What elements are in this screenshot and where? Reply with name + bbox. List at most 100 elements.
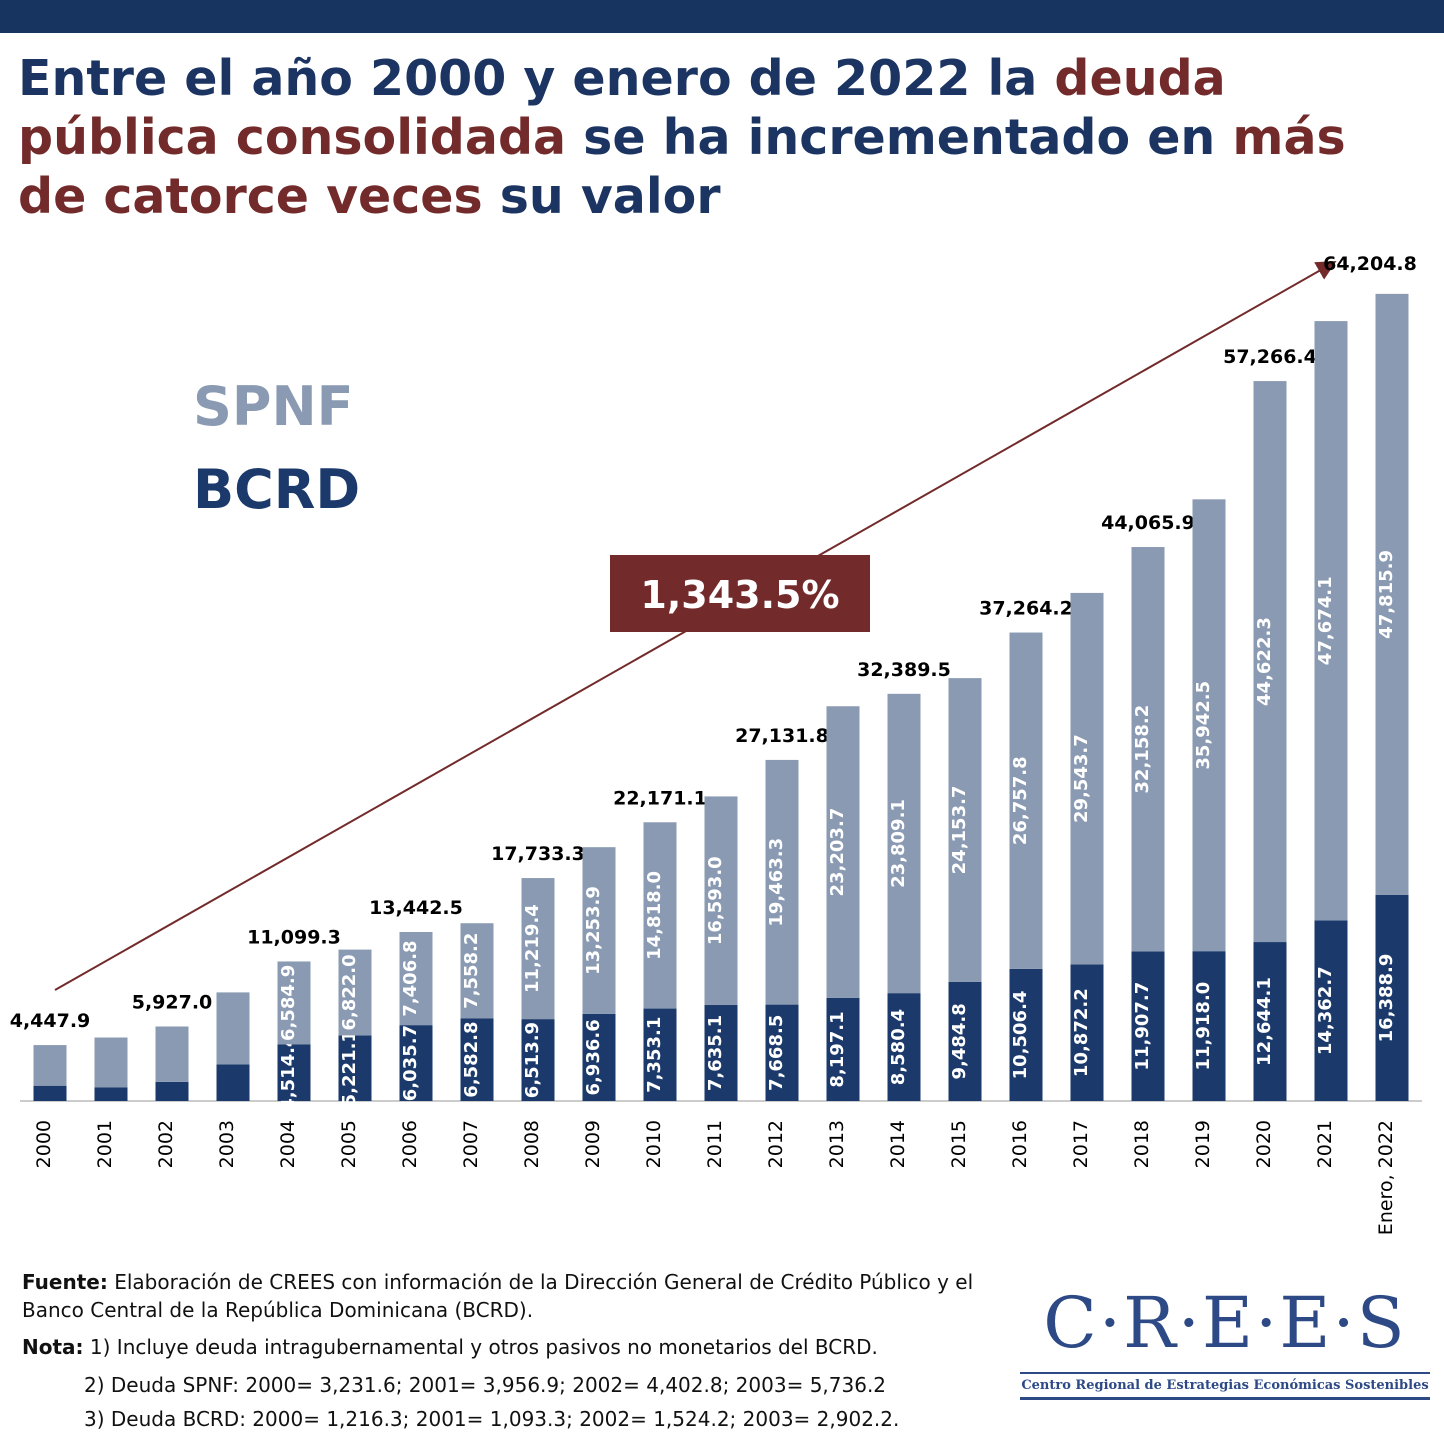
value-label: 9,484.8 xyxy=(949,1003,970,1079)
bar-segment xyxy=(1070,592,1104,965)
x-tick-label: 2002 xyxy=(155,1120,177,1168)
bar-segment xyxy=(216,1064,250,1101)
total-label: 27,131.8 xyxy=(735,725,829,747)
bar-segment xyxy=(216,992,250,1065)
value-label: 26,757.8 xyxy=(1010,756,1031,845)
total-label: 64,204.8 xyxy=(1323,253,1417,275)
total-label: 22,171.1 xyxy=(613,787,707,809)
bar-segment xyxy=(1253,381,1287,943)
bar-segment xyxy=(1192,951,1226,1101)
value-label: 6,035.7 xyxy=(400,1025,421,1101)
title-part: deuda xyxy=(1054,50,1225,107)
x-tick-label: 2021 xyxy=(1314,1120,1336,1168)
bar-segment xyxy=(765,1004,799,1101)
bar-segment xyxy=(1375,894,1409,1101)
bar-segment xyxy=(582,847,616,1014)
bar-segment xyxy=(887,993,921,1101)
chart-title: de catorce veces su valor xyxy=(18,168,721,225)
x-tick-label: 2000 xyxy=(33,1120,55,1168)
bar-segment xyxy=(33,1085,67,1101)
x-tick-label: 2009 xyxy=(582,1120,604,1168)
value-label: 8,580.4 xyxy=(888,1009,909,1085)
x-tick-label: Enero, 2022 xyxy=(1375,1120,1397,1235)
x-tick-label: 2005 xyxy=(338,1120,360,1168)
value-label: 10,506.4 xyxy=(1010,991,1031,1080)
value-label: 19,463.3 xyxy=(766,838,787,927)
total-label: 5,927.0 xyxy=(132,991,213,1013)
value-label: 6,936.6 xyxy=(583,1019,604,1095)
chart-title: pública consolidada se ha incrementado e… xyxy=(18,109,1346,166)
bar-segment xyxy=(826,706,860,998)
x-tick-label: 2012 xyxy=(765,1120,787,1168)
x-tick-label: 2010 xyxy=(643,1120,665,1168)
x-tick-label: 2007 xyxy=(460,1120,482,1168)
bar-segment xyxy=(1314,920,1348,1101)
note: Nota: 1) Incluye deuda intragubernamenta… xyxy=(22,1333,878,1361)
value-label: 12,644.1 xyxy=(1254,977,1275,1066)
value-label: 16,388.9 xyxy=(1376,954,1397,1043)
x-tick-label: 2014 xyxy=(887,1120,909,1168)
bar-segment xyxy=(948,678,982,982)
bar-segment xyxy=(704,1005,738,1101)
x-tick-label: 2013 xyxy=(826,1120,848,1168)
value-label: 6,513.9 xyxy=(522,1022,543,1098)
bar-segment xyxy=(1070,964,1104,1101)
source-label: Fuente: xyxy=(22,1270,108,1294)
title-part: más xyxy=(1232,109,1345,166)
value-label: 44,622.3 xyxy=(1254,617,1275,706)
annotation-box xyxy=(610,555,870,632)
chart: Entre el año 2000 y enero de 2022 la deu… xyxy=(0,0,1444,1235)
value-label: 6,822.0 xyxy=(339,954,360,1030)
value-label: 47,815.9 xyxy=(1376,550,1397,639)
bar-segment xyxy=(338,1035,372,1101)
title-part: de catorce veces xyxy=(18,168,483,225)
x-tick-label: 2016 xyxy=(1009,1120,1031,1168)
bar-segment xyxy=(338,949,372,1036)
value-label: 11,219.4 xyxy=(522,904,543,993)
value-label: 24,153.7 xyxy=(949,786,970,875)
value-label: 7,406.8 xyxy=(400,940,421,1016)
x-tick-label: 2020 xyxy=(1253,1120,1275,1168)
total-label: 11,099.3 xyxy=(247,926,341,948)
legend-entry: BCRD xyxy=(193,458,360,521)
bar-segment xyxy=(887,693,921,994)
note-text: 1) Incluye deuda intragubernamental y ot… xyxy=(89,1335,878,1359)
total-label: 37,264.2 xyxy=(979,598,1073,620)
title-part: se ha incrementado en xyxy=(566,109,1232,166)
note-text: 2) Deuda SPNF: 2000= 3,231.6; 2001= 3,95… xyxy=(84,1373,887,1397)
note-label: Nota: xyxy=(22,1335,84,1359)
value-label: 7,668.5 xyxy=(766,1015,787,1091)
bar-segment xyxy=(33,1045,67,1086)
value-label: 47,674.1 xyxy=(1315,576,1336,665)
title-part: pública consolidada xyxy=(18,109,566,166)
value-label: 5,221.1 xyxy=(339,1030,360,1106)
bar-segment xyxy=(277,1044,311,1101)
value-label: 7,558.2 xyxy=(461,933,482,1009)
bar-segment xyxy=(704,796,738,1006)
value-label: 14,818.0 xyxy=(644,871,665,960)
source-text: Elaboración de CREES con información de … xyxy=(22,1270,974,1322)
bar-segment xyxy=(399,1025,433,1101)
bar-segment xyxy=(643,1008,677,1101)
note-text: 3) Deuda BCRD: 2000= 1,216.3; 2001= 1,09… xyxy=(84,1407,900,1431)
value-label: 10,872.2 xyxy=(1071,988,1092,1077)
total-label: 17,733.3 xyxy=(491,843,585,865)
logo-subtitle: Centro Regional de Estrategias Económica… xyxy=(1020,1372,1430,1400)
x-tick-label: 2017 xyxy=(1070,1120,1092,1168)
total-label: 44,065.9 xyxy=(1101,512,1195,534)
bar-segment xyxy=(1314,321,1348,921)
value-label: 16,593.0 xyxy=(705,856,726,945)
bar-segment xyxy=(1375,293,1409,895)
total-label: 32,389.5 xyxy=(857,659,951,681)
x-tick-label: 2018 xyxy=(1131,1120,1153,1168)
chart-title: Entre el año 2000 y enero de 2022 la deu… xyxy=(18,50,1226,107)
bar-segment xyxy=(1253,942,1287,1101)
value-label: 29,543.7 xyxy=(1071,734,1092,823)
value-label: 6,584.9 xyxy=(278,965,299,1041)
x-tick-label: 2011 xyxy=(704,1120,726,1168)
title-part: Entre el año 2000 y enero de 2022 la xyxy=(18,50,1054,107)
x-tick-label: 2001 xyxy=(94,1120,116,1168)
total-label: 13,442.5 xyxy=(369,897,463,919)
bar-segment xyxy=(155,1026,189,1082)
total-label: 57,266.4 xyxy=(1223,346,1317,368)
